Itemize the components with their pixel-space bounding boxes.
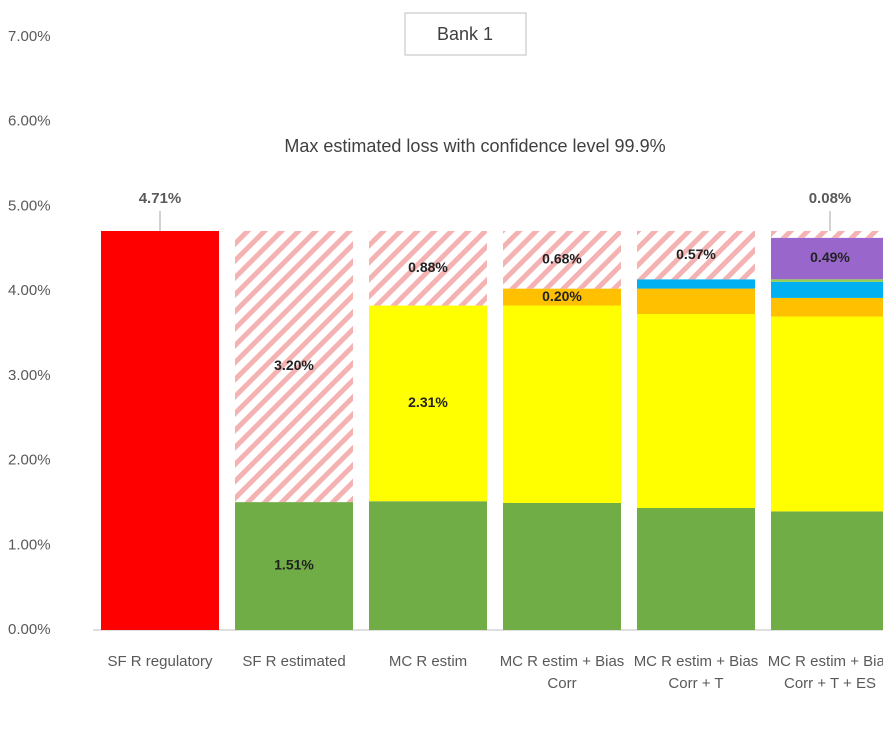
x-tick-label: SF R estimated [242, 653, 345, 670]
bar-segment [771, 281, 883, 298]
bar-segment [637, 508, 755, 630]
data-label: 0.20% [542, 288, 582, 304]
data-label: 0.88% [408, 259, 448, 275]
bar-segment [637, 314, 755, 509]
bar-segment [771, 237, 883, 280]
data-label: 2.31% [408, 394, 448, 410]
y-tick-label: 0.00% [8, 621, 51, 638]
bar-segment [771, 316, 883, 512]
x-tick-label: MC R estim + Bias Corr + T [634, 653, 759, 692]
y-tick-label: 6.00% [8, 113, 51, 130]
title-box [404, 12, 527, 56]
bar-segment [369, 305, 487, 502]
bar-segment [771, 511, 883, 630]
bar-segment [235, 502, 353, 630]
bar-segment [771, 279, 883, 282]
bar-segment [771, 297, 883, 317]
bar-segment [235, 230, 353, 503]
x-tick-label: MC R estim [389, 653, 467, 670]
data-label: 0.08% [809, 190, 852, 207]
bar-segment [369, 230, 487, 306]
bar-segment [101, 230, 219, 630]
x-tick-label: MC R estim + Bias Corr + T + ES [768, 653, 883, 692]
y-tick-label: 7.00% [8, 28, 51, 45]
data-label: 0.57% [676, 246, 716, 262]
bar-segment [503, 305, 621, 503]
bar-segment [503, 288, 621, 306]
y-tick-label: 5.00% [8, 197, 51, 214]
bar-segment [503, 230, 621, 289]
x-tick-label: SF R regulatory [107, 653, 213, 670]
y-tick-label: 3.00% [8, 367, 51, 384]
y-tick-label: 1.00% [8, 536, 51, 553]
bar-segment [503, 502, 621, 630]
bar-segment [637, 288, 755, 315]
bar-segment [637, 230, 755, 280]
chart-subtitle: Max estimated loss with confidence level… [284, 136, 665, 156]
y-tick-label: 4.00% [8, 282, 51, 299]
y-tick-label: 2.00% [8, 452, 51, 469]
x-tick-label: MC R estim + Bias Corr [500, 653, 625, 692]
data-label: 4.71% [139, 190, 182, 207]
data-label: 0.49% [810, 249, 850, 265]
data-label: 1.51% [274, 557, 314, 573]
bar-segment [771, 230, 883, 238]
chart-title: Bank 1 [437, 24, 493, 44]
data-label: 0.68% [542, 251, 582, 267]
data-label: 3.20% [274, 357, 314, 373]
bar-segment [637, 279, 755, 289]
bar-segment [369, 501, 487, 630]
